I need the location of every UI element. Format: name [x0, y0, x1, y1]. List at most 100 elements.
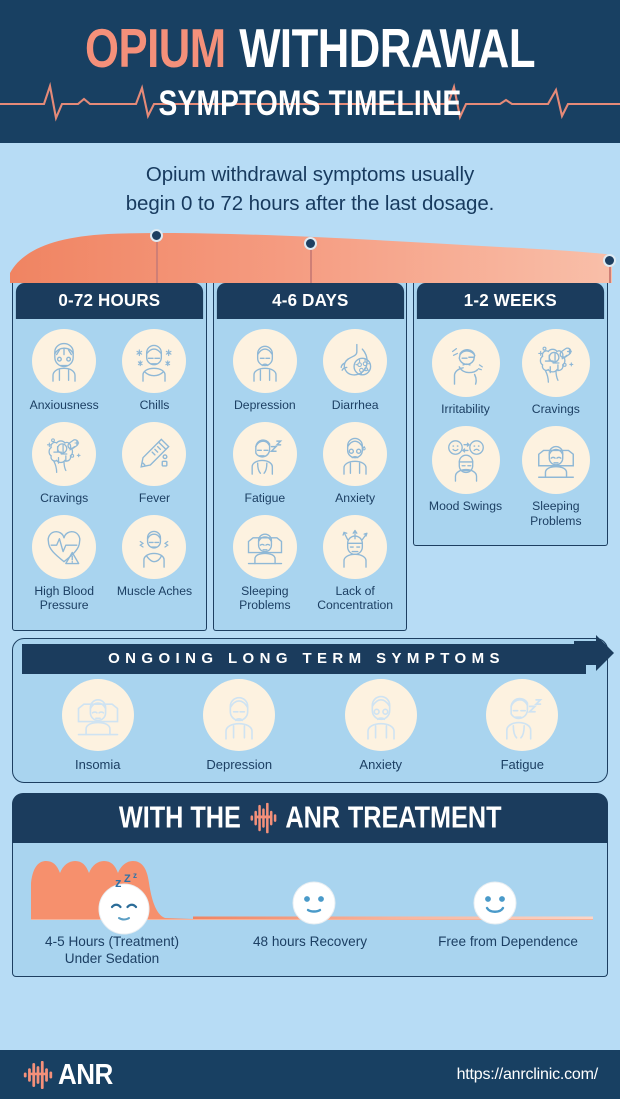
symptom-item[interactable]: Sleeping Problems [511, 425, 601, 528]
phase-columns: 0-72 HOURS Anxiousne [0, 283, 620, 631]
shivering-person-snowflakes-icon [122, 329, 187, 394]
symptom-item[interactable]: Irritability [420, 329, 510, 417]
timeline-dot-1[interactable] [150, 229, 163, 243]
mood-faces-swap-icon [431, 425, 500, 494]
person-pillow-awake-icon [232, 514, 297, 579]
svg-text:z: z [115, 875, 122, 890]
page-subtitle: SYMPTOMS TIMELINE [158, 85, 462, 124]
symptom-label: Sleeping Problems [530, 498, 582, 528]
phase-title-0-72-hours: 0-72 HOURS [15, 283, 203, 320]
footer-logo[interactable]: ANR [22, 1057, 113, 1091]
treatment-stage-label-line-2: Under Sedation [64, 950, 160, 966]
treatment-stage-label-line-1: 48 hours Recovery [252, 933, 368, 949]
symptom-label: Mood Swings [428, 498, 503, 513]
anr-waveform-icon [23, 1060, 53, 1089]
list-item-label: Fatigue [500, 756, 544, 772]
list-item[interactable]: Anxiety [344, 678, 417, 772]
treatment-stage-label-line-1: Free from Dependence [438, 933, 578, 949]
happy-face-icon [473, 881, 517, 925]
head-arrows-scattered-icon [323, 514, 388, 579]
phase-column-1-2-weeks: 1-2 WEEKS [413, 283, 609, 547]
symptom-item[interactable]: Chills [109, 329, 199, 413]
treatment-title-suffix: TREATMENT [347, 799, 502, 835]
symptom-label: Muscle Aches [116, 583, 193, 598]
treatment-stage-label: 4-5 Hours (Treatment) Under Sedation [13, 934, 211, 968]
symptom-item[interactable]: Fever [109, 421, 199, 506]
heart-pulse-warning-icon [32, 514, 97, 579]
treatment-chart-panel: z Z z 4-5 Hours (Treatment) [12, 842, 608, 977]
svg-text:Z: Z [124, 873, 131, 885]
symptom-item[interactable]: Mood Swings [420, 425, 510, 528]
anr-waveform-icon [250, 802, 276, 833]
aching-person-icon [122, 514, 187, 579]
title-word-withdrawal: WITHDRAWAL [239, 17, 536, 80]
timeline-tick-3 [609, 260, 611, 284]
footer-url[interactable]: https://anrclinic.com/ [456, 1065, 599, 1083]
symptom-label: Chills [139, 398, 170, 413]
list-item[interactable]: Insomia [61, 678, 134, 772]
symptom-item[interactable]: Anxiousness [19, 329, 109, 413]
ongoing-banner-label: ONGOING LONG TERM SYMPTOMS [108, 650, 505, 668]
symptom-item[interactable]: Lack of Concentration [310, 514, 400, 613]
timeline-wave [0, 225, 620, 284]
symptom-label: Sleeping Problems [239, 583, 291, 613]
treatment-title-brand: ANR [285, 799, 340, 835]
brain-pills-icon [521, 329, 590, 398]
list-item[interactable]: Fatigue [486, 678, 559, 772]
symptom-item[interactable]: Depression [220, 329, 310, 413]
phase-column-4-6-days: 4-6 DAYS Depression [212, 283, 408, 631]
symptom-item[interactable]: Muscle Aches [109, 514, 199, 613]
list-item-label: Insomia [74, 756, 121, 772]
timeline-dot-2[interactable] [304, 237, 317, 251]
ekg-line-icon [0, 81, 620, 122]
symptom-label: Anxiousness [29, 398, 99, 413]
list-item[interactable]: Depression [203, 678, 276, 772]
svg-text:z: z [133, 871, 137, 880]
timeline-dot-3[interactable] [603, 254, 616, 268]
worried-person-icon [32, 329, 97, 394]
intro-line-2: begin 0 to 72 hours after the last dosag… [125, 192, 495, 216]
list-item-label: Depression [206, 756, 273, 772]
symptom-item[interactable]: Anxiety [310, 421, 400, 506]
tired-person-zzz-icon [232, 421, 297, 486]
treatment-stage-label: 48 hours Recovery [211, 934, 409, 968]
person-pillow-awake-icon [61, 678, 134, 751]
footer-logo-text: ANR [58, 1057, 113, 1091]
symptom-item[interactable]: Cravings [19, 421, 109, 506]
symptom-item[interactable]: High Blood Pressure [19, 514, 109, 613]
title-word-opium: OPIUM [84, 17, 226, 80]
tired-person-zzz-icon [486, 678, 559, 751]
treatment-title-prefix: WITH THE [118, 799, 241, 835]
neutral-smile-face-icon [292, 881, 336, 925]
intro-line-1: Opium withdrawal symptoms usually [145, 163, 475, 186]
timeline-tick-2 [310, 243, 312, 284]
ongoing-banner: ONGOING LONG TERM SYMPTOMS [22, 643, 586, 674]
symptom-label: Fatigue [244, 490, 286, 505]
symptom-item[interactable]: Fatigue [220, 421, 310, 506]
angry-person-icon [431, 329, 500, 398]
thermometer-icon [122, 421, 187, 486]
treatment-stage-labels: 4-5 Hours (Treatment) Under Sedation 48 … [13, 934, 607, 968]
symptom-item[interactable]: Cravings [511, 329, 601, 417]
symptom-label: Irritability [441, 402, 490, 417]
symptom-label: Diarrhea [331, 398, 379, 413]
symptom-label: Fever [138, 490, 171, 505]
symptom-label: Cravings [531, 402, 580, 417]
person-pillow-awake-icon [521, 425, 590, 494]
phase-column-0-72-hours: 0-72 HOURS Anxiousne [12, 283, 207, 631]
treatment-stage-label-line-1: 4-5 Hours (Treatment) [45, 933, 179, 949]
intro-text: Opium withdrawal symptoms usually begin … [0, 143, 620, 218]
symptom-item[interactable]: Sleeping Problems [220, 514, 310, 613]
list-item-label: Anxiety [359, 756, 403, 772]
timeline-tick-1 [156, 235, 158, 284]
ongoing-section: ONGOING LONG TERM SYMPTOMS [12, 634, 614, 783]
symptom-label: Anxiety [335, 490, 376, 505]
phase-title-1-2-weeks: 1-2 WEEKS [417, 283, 605, 320]
sad-person-icon [203, 678, 276, 751]
sad-person-icon [232, 329, 297, 394]
symptom-label: Depression [234, 398, 296, 413]
symptom-item[interactable]: Diarrhea [310, 329, 400, 413]
symptom-label: High Blood Pressure [34, 583, 94, 613]
treatment-header: WITH THE ANR TREATMENT [12, 792, 608, 843]
